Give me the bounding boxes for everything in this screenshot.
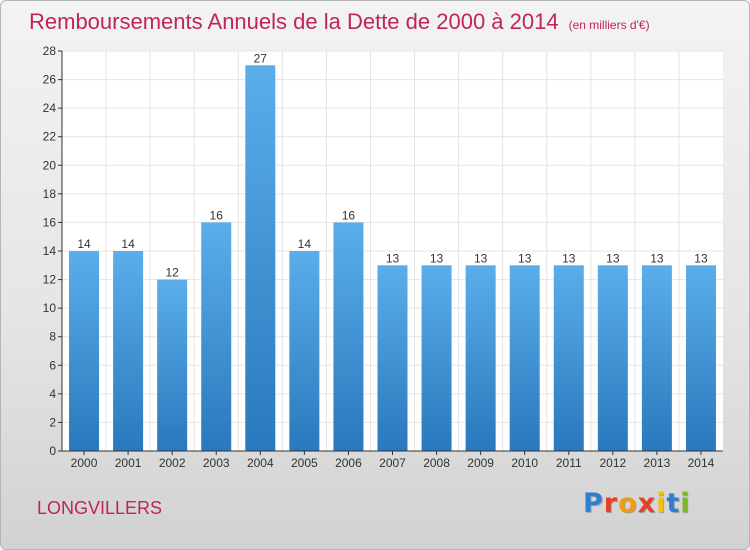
value-label: 14 <box>121 237 135 251</box>
bar-2004 <box>245 65 276 452</box>
commune-name: LONGVILLERS <box>37 498 163 518</box>
logo-letter: i <box>680 488 691 519</box>
y-tick-label: 10 <box>43 301 57 315</box>
value-label: 13 <box>606 251 620 265</box>
value-label: 13 <box>562 251 576 265</box>
logo-letter: o <box>618 488 638 519</box>
chart-title-text: Remboursements Annuels de la Dette de 20… <box>29 9 559 34</box>
y-tick-label: 12 <box>43 273 57 287</box>
value-label: 13 <box>474 251 488 265</box>
x-tick-label: 2011 <box>556 456 582 470</box>
x-tick-label: 2006 <box>335 456 362 470</box>
bar-2011 <box>553 265 584 451</box>
logo-letter: r <box>603 488 619 519</box>
proxiti-logo[interactable]: Proxiti <box>583 488 691 519</box>
x-tick-label: 2010 <box>511 456 538 470</box>
bar-2010 <box>509 265 540 451</box>
x-tick-label: 2003 <box>203 456 230 470</box>
logo-letter: i <box>656 488 667 519</box>
value-label: 13 <box>386 251 400 265</box>
y-tick-label: 6 <box>49 358 56 372</box>
x-tick-label: 2000 <box>71 456 98 470</box>
y-tick-label: 26 <box>43 73 57 87</box>
x-tick-label: 2009 <box>467 456 494 470</box>
y-tick-label: 18 <box>43 187 57 201</box>
value-label: 12 <box>165 266 179 280</box>
y-tick-label: 0 <box>49 444 56 458</box>
x-tick-label: 2004 <box>247 456 274 470</box>
value-label: 16 <box>342 208 356 222</box>
bar-2005 <box>289 251 320 451</box>
value-label: 13 <box>518 251 532 265</box>
labels: 0246810121416182022242628142000142001122… <box>43 44 715 470</box>
value-label: 14 <box>298 237 312 251</box>
chart-title: Remboursements Annuels de la Dette de 20… <box>29 9 650 35</box>
x-tick-label: 2008 <box>423 456 450 470</box>
bar-2006 <box>333 222 364 451</box>
logo-letter: t <box>666 488 681 519</box>
value-label: 13 <box>694 251 708 265</box>
bar-2000 <box>69 251 100 451</box>
value-label: 16 <box>210 208 224 222</box>
y-tick-label: 4 <box>49 387 56 401</box>
x-tick-label: 2012 <box>599 456 626 470</box>
y-tick-label: 22 <box>43 130 57 144</box>
bar-2001 <box>113 251 144 451</box>
x-tick-label: 2007 <box>379 456 406 470</box>
chart-subtitle: (en milliers d'€) <box>568 18 650 32</box>
bar-2009 <box>465 265 496 451</box>
value-label: 14 <box>77 237 91 251</box>
value-label: 13 <box>430 251 444 265</box>
bar-2008 <box>421 265 452 451</box>
bar-2003 <box>201 222 232 451</box>
axes <box>58 50 723 455</box>
value-label: 27 <box>254 51 268 65</box>
y-tick-label: 8 <box>49 330 56 344</box>
x-tick-label: 2002 <box>159 456 186 470</box>
bar-2014 <box>685 265 716 451</box>
y-tick-label: 14 <box>43 244 57 258</box>
logo-letter: P <box>583 488 604 519</box>
x-tick-label: 2005 <box>291 456 318 470</box>
y-tick-label: 28 <box>43 44 57 58</box>
bar-2007 <box>377 265 408 451</box>
y-tick-label: 2 <box>49 415 56 429</box>
y-tick-label: 16 <box>43 215 57 229</box>
bars <box>69 65 716 452</box>
bar-2002 <box>157 279 188 451</box>
bar-2012 <box>597 265 628 451</box>
x-tick-label: 2001 <box>115 456 142 470</box>
x-tick-label: 2014 <box>688 456 715 470</box>
bar-2013 <box>641 265 672 451</box>
y-tick-label: 24 <box>43 101 57 115</box>
value-label: 13 <box>650 251 664 265</box>
logo-letter: x <box>637 488 657 519</box>
x-tick-label: 2013 <box>644 456 671 470</box>
y-tick-label: 20 <box>43 158 57 172</box>
